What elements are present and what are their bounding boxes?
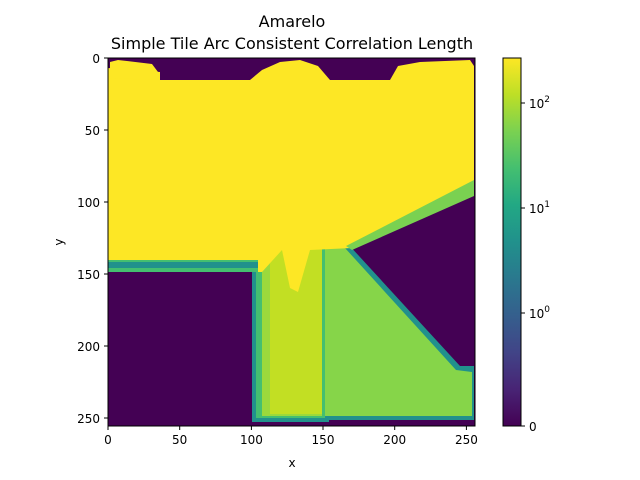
x-tick-label: 100 [240,433,263,447]
colorbar-tick-label: 102 [529,95,550,111]
x-axis-label: x [288,456,295,470]
colorbar-tick-label: 100 [529,305,550,321]
colorbar-tick-label: 0 [529,420,537,434]
wedge-region [325,238,474,420]
upper-block-region [108,60,474,292]
y-tick-label: 100 [77,196,100,210]
colorbar-gradient [502,57,522,427]
x-tick-label: 0 [104,433,112,447]
colorbar: 0 100 101 102 [502,57,550,434]
y-axis: 0 50 100 150 200 250 y [52,52,108,426]
y-tick-label: 250 [77,412,100,426]
chart-subtitle: Simple Tile Arc Consistent Correlation L… [111,34,473,53]
x-tick-label: 150 [312,433,335,447]
x-tick-label: 200 [383,433,406,447]
plot-frame [107,57,476,427]
y-tick-label: 0 [92,52,100,66]
y-tick-label: 150 [77,268,100,282]
chart-title: Amarelo [259,12,326,31]
y-tick-label: 50 [85,124,100,138]
colorbar-tick-label: 101 [529,200,550,216]
x-tick-label: 50 [172,433,187,447]
heatmap [108,58,475,426]
x-axis: 0 50 100 150 200 250 x [104,426,478,470]
y-axis-label: y [52,238,66,245]
y-tick-label: 200 [77,340,100,354]
x-tick-label: 250 [455,433,478,447]
